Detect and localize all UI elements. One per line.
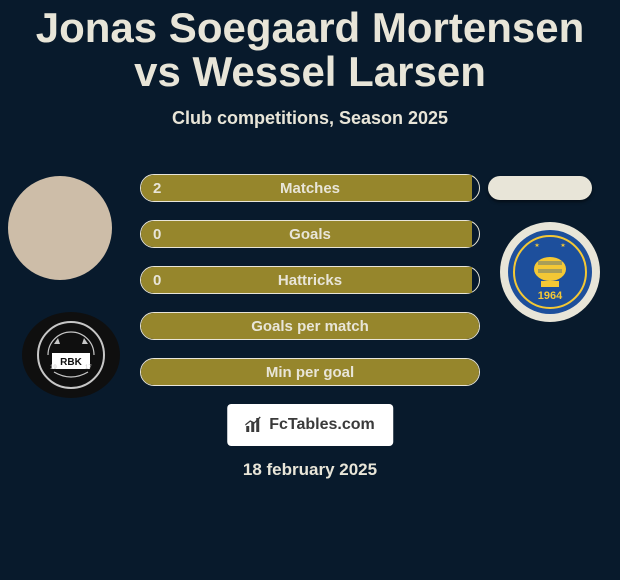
stat-row-label: Hattricks	[141, 267, 479, 293]
stat-row: Min per goal	[140, 358, 480, 386]
stat-rows: 2Matches 0Goals 0Hattricks Goals per match M…	[140, 174, 480, 404]
player1-club-badge: RBK 19 17	[22, 312, 120, 398]
stat-row: Goals per match	[140, 312, 480, 340]
svg-text:RBK: RBK	[60, 357, 82, 368]
fctables-label: FcTables.com	[269, 416, 375, 434]
fctables-badge[interactable]: FcTables.com	[227, 404, 393, 446]
stat-row-label: Goals per match	[141, 313, 479, 339]
subtitle: Club competitions, Season 2025	[0, 108, 620, 129]
barchart-icon	[245, 416, 263, 434]
rosenborg-icon: RBK 19 17	[36, 320, 106, 390]
player1-avatar	[8, 176, 112, 280]
stat-row: 0Goals	[140, 220, 480, 248]
stat-row: 2Matches	[140, 174, 480, 202]
stat-row-label: Goals	[141, 221, 479, 247]
stat-row-label: Matches	[141, 175, 479, 201]
svg-text:19: 19	[50, 365, 57, 371]
stat-row-label: Min per goal	[141, 359, 479, 385]
page-title: Jonas Soegaard Mortensen vs Wessel Larse…	[0, 0, 620, 94]
brondby-icon: 1964	[507, 229, 593, 315]
svg-text:1964: 1964	[538, 290, 563, 302]
player2-club-badge: 1964	[500, 222, 600, 322]
date-text: 18 february 2025	[0, 460, 620, 480]
stat-row: 0Hattricks	[140, 266, 480, 294]
player2-pill	[488, 176, 592, 200]
svg-text:17: 17	[85, 365, 92, 371]
